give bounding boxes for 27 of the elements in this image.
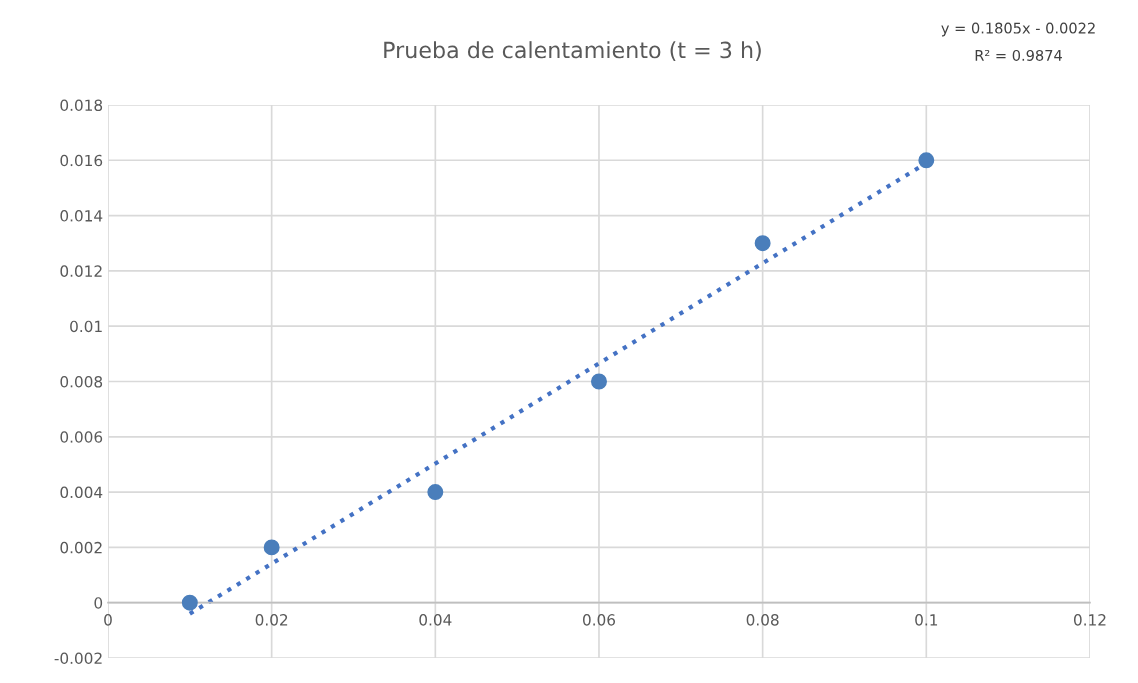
x-tick-label: 0.08 <box>746 614 779 626</box>
point <box>427 484 444 501</box>
x-tick-label: 0 <box>104 614 112 626</box>
x-tick-label: 0.04 <box>419 614 452 626</box>
x-tick-label: 0.12 <box>1073 614 1106 626</box>
point <box>181 594 198 611</box>
y-tick-label: 0.01 <box>70 320 102 333</box>
y-tick-label: 0.002 <box>60 541 102 554</box>
chart-title: Prueba de calentamiento (t = 3 h) <box>384 41 761 61</box>
point <box>754 235 771 252</box>
y-tick-label: 0.016 <box>60 154 103 167</box>
y-tick-label: 0.006 <box>60 431 103 443</box>
point <box>918 152 935 169</box>
y-tick-label: 0.018 <box>60 99 103 111</box>
y-tick-label: 0.004 <box>60 486 103 499</box>
x-tick-label: 0.1 <box>915 614 938 626</box>
x-tick-label: 0.02 <box>255 614 288 626</box>
text: R² = 0.9874 <box>975 49 1062 61</box>
y-tick-label: 0.014 <box>60 210 103 222</box>
y-tick-label: 0 <box>94 597 103 609</box>
y-tick-label: 0.012 <box>60 265 102 277</box>
x-tick-label: 0.06 <box>582 614 616 626</box>
y-tick-label: 0.008 <box>60 375 103 388</box>
text: y = 0.1805x - 0.0022 <box>941 22 1095 37</box>
y-tick-label: -0.002 <box>54 652 102 665</box>
point <box>591 373 607 390</box>
point <box>263 539 280 556</box>
